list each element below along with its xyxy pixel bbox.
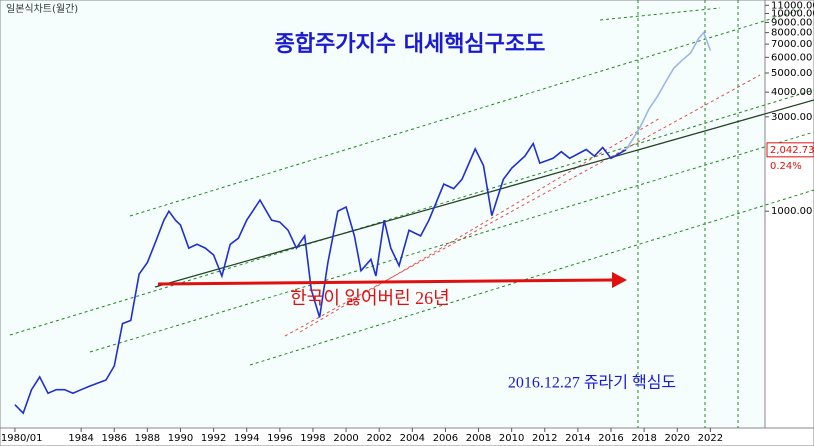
x-tick-label: 2006	[433, 433, 458, 444]
x-tick-label: 2000	[333, 433, 358, 444]
x-tick-label: 1988	[135, 433, 160, 444]
y-tick-label: 8000.00	[771, 28, 812, 39]
y-tick-label: 1000.00	[771, 206, 812, 217]
x-tick-label: 2016	[598, 433, 623, 444]
x-tick-label: 1984	[68, 433, 93, 444]
chart-title: 종합주가지수 대세핵심구조도	[275, 31, 546, 57]
header: 일본식차트(월간)	[6, 3, 78, 15]
x-tick-label: 1990	[168, 433, 193, 444]
y-tick-label: 10000.00	[771, 8, 814, 19]
x-tick-label: 2020	[665, 433, 690, 444]
x-tick-label: 2012	[532, 433, 557, 444]
trend-line	[154, 99, 814, 288]
x-tick-label: 2002	[366, 433, 391, 444]
x-tick-label: 2004	[400, 433, 425, 444]
note: 2016.12.27 쥬라기 핵심도	[508, 374, 676, 392]
trend-line	[129, 9, 801, 217]
x-tick-label: 1998	[300, 433, 325, 444]
x-tick-label: 1986	[102, 433, 127, 444]
x-tick-label: 1996	[267, 433, 292, 444]
trend-line	[9, 89, 814, 336]
trend-line	[599, 7, 721, 21]
price-line	[14, 141, 627, 415]
x-tick-label: 1992	[201, 433, 226, 444]
y-tick-label: 5000.00	[771, 68, 812, 79]
change-label: 0.24%	[770, 161, 802, 172]
y-axis-area	[764, 0, 814, 429]
x-tick-label: 2022	[698, 433, 723, 444]
x-tick-label: 1980/01	[1, 433, 43, 444]
x-tick-label: 2010	[499, 433, 524, 444]
y-tick-label: 3000.00	[771, 112, 812, 123]
price-label-box	[766, 142, 814, 158]
x-tick-label: 2018	[631, 433, 656, 444]
annotation: 한국이 잃어버린 26년	[290, 288, 449, 308]
trend-line	[249, 189, 814, 366]
trend-line	[284, 74, 761, 337]
x-tick-label: 2008	[466, 433, 491, 444]
y-tick-label: 7000.00	[771, 39, 812, 50]
x-axis-area	[0, 427, 814, 446]
y-tick-label: 6000.00	[771, 52, 812, 63]
price-label: 2,042.73	[770, 145, 814, 156]
trend-lines	[9, 0, 814, 428]
trend-line	[299, 117, 661, 333]
arrow-head	[612, 272, 627, 288]
x-tick-label: 1994	[234, 433, 259, 444]
arrow	[157, 278, 613, 286]
y-tick-label: 9000.00	[771, 18, 812, 29]
price-line	[625, 31, 712, 151]
x-tick-label: 2014	[565, 433, 590, 444]
y-tick-label: 4000.00	[771, 87, 812, 98]
y-tick-label: 11000.00	[771, 0, 814, 11]
